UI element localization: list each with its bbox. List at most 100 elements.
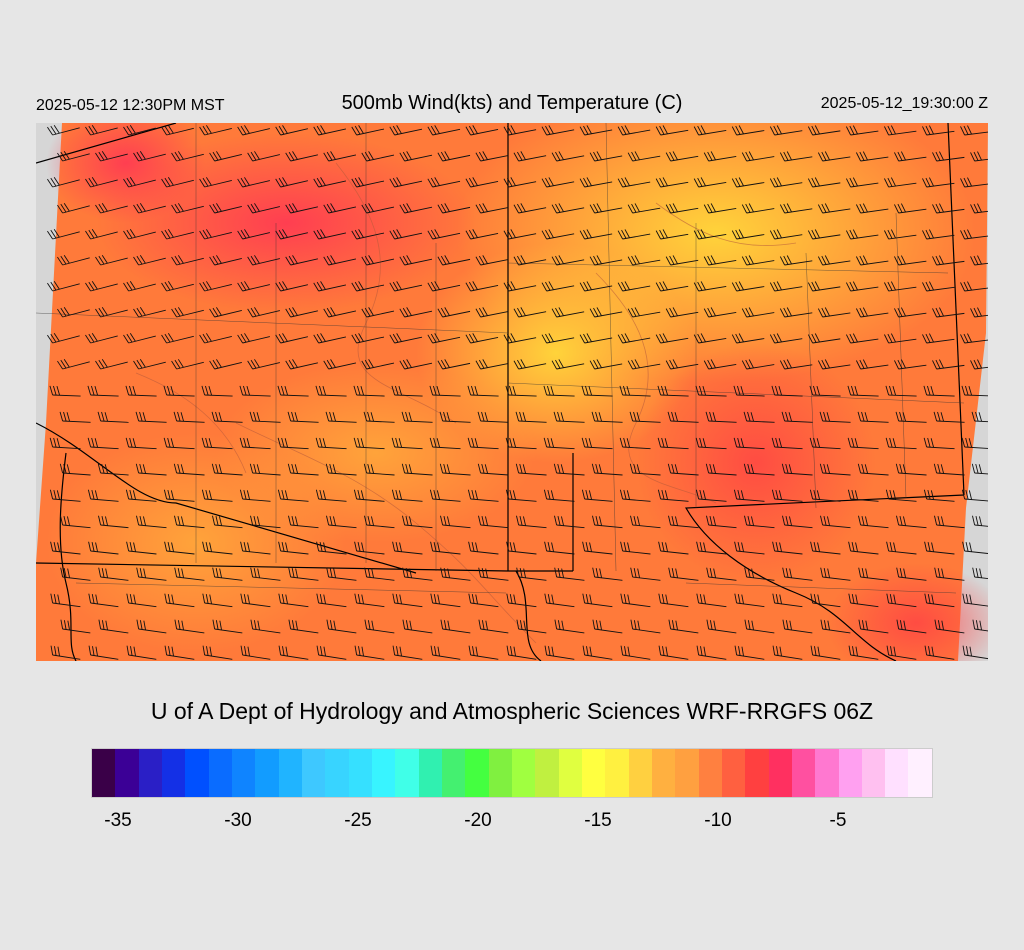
wind-barb (932, 255, 965, 266)
wind-barb (354, 593, 385, 608)
wind-barb (250, 567, 281, 581)
wind-barb (579, 125, 613, 136)
wind-barb (655, 281, 689, 292)
local-time-label: 2025-05-12 12:30PM MST (36, 97, 225, 114)
wind-barb (817, 203, 851, 214)
wind-barb (817, 255, 851, 266)
wind-barb (782, 619, 813, 634)
wind-barb (541, 125, 575, 136)
wind-barb (589, 307, 623, 318)
wind-barb (960, 333, 988, 344)
wind-barb (351, 177, 385, 188)
wind-barb (199, 229, 232, 240)
wind-barb (437, 307, 471, 318)
wind-barb (896, 619, 927, 634)
wind-barb (351, 281, 385, 292)
wind-barb (351, 125, 385, 136)
wind-barb (817, 151, 851, 162)
wind-barb (392, 593, 423, 608)
wind-barb (315, 489, 347, 502)
wind-barb (237, 177, 270, 188)
wind-barb (847, 437, 879, 450)
wind-barb (817, 307, 851, 318)
wind-barb (696, 645, 727, 660)
valid-time-label: 2025-05-12_19:30:00 Z (820, 95, 988, 112)
wind-barb (171, 359, 204, 370)
wind-barb (287, 411, 319, 423)
colorbar-swatch (278, 749, 302, 797)
wind-barb (465, 281, 499, 292)
wind-barbs (47, 125, 988, 660)
colorbar-swatch (488, 749, 512, 797)
wind-barb (658, 645, 689, 660)
wind-barb (285, 203, 319, 214)
wind-barb (247, 255, 280, 266)
wind-barb (361, 307, 395, 318)
wind-barb (695, 437, 727, 450)
wind-barb (285, 151, 319, 162)
wind-barb (49, 489, 81, 502)
wind-barb (731, 177, 765, 188)
wind-barb (391, 437, 423, 450)
wind-barb (895, 411, 927, 423)
wind-barb (734, 593, 765, 608)
wind-barb (619, 489, 651, 502)
wind-barb (924, 593, 955, 608)
wind-barb (163, 437, 195, 450)
temperature-colorbar (91, 748, 933, 798)
wind-barb (174, 515, 205, 529)
wind-barb (59, 463, 91, 476)
wind-barb (174, 567, 205, 581)
wind-barb (779, 255, 813, 266)
wind-barb (209, 359, 242, 370)
wind-barb (506, 645, 537, 660)
wind-barb (845, 177, 879, 188)
colorbar-swatch (395, 749, 419, 797)
wind-barb (315, 437, 347, 450)
wind-barb (47, 333, 80, 344)
wind-barb (174, 619, 205, 634)
wind-barb (125, 489, 157, 502)
wind-barb (741, 359, 775, 370)
wind-barb (47, 229, 80, 240)
wind-barb (551, 203, 585, 214)
wind-barb (323, 203, 357, 214)
wind-barb (389, 281, 423, 292)
wind-barb (392, 541, 423, 555)
wind-barb (275, 281, 309, 292)
wind-barb (123, 333, 156, 344)
wind-barb (581, 437, 613, 450)
wind-barb (513, 307, 547, 318)
wind-barb (287, 463, 319, 476)
wind-barb (326, 567, 357, 581)
wind-barb (57, 203, 90, 214)
wind-barb (427, 333, 461, 344)
wind-barb (693, 177, 727, 188)
wind-barb (240, 645, 271, 660)
wind-barb (885, 385, 917, 397)
wind-barb (592, 515, 623, 529)
wind-barb (779, 203, 813, 214)
wind-barb (97, 463, 129, 476)
wind-barb (696, 541, 727, 555)
wind-barb (503, 125, 537, 136)
wind-barb (971, 463, 988, 476)
wind-barb (961, 385, 988, 397)
wind-barb (439, 463, 471, 476)
wind-barb (354, 541, 385, 555)
wind-barb (848, 645, 879, 660)
wind-barb (627, 359, 661, 370)
colorbar-swatch (698, 749, 722, 797)
wind-barb (858, 515, 889, 529)
wind-barb (544, 645, 575, 660)
wind-barb (809, 385, 841, 397)
wind-barb (668, 515, 699, 529)
wind-barb (126, 645, 157, 660)
colorbar-swatch (138, 749, 162, 797)
wind-barb (468, 593, 499, 608)
wind-barb (884, 333, 917, 344)
wind-barb (439, 411, 471, 423)
colorbar-swatch (301, 749, 326, 797)
wind-barb (630, 515, 661, 529)
